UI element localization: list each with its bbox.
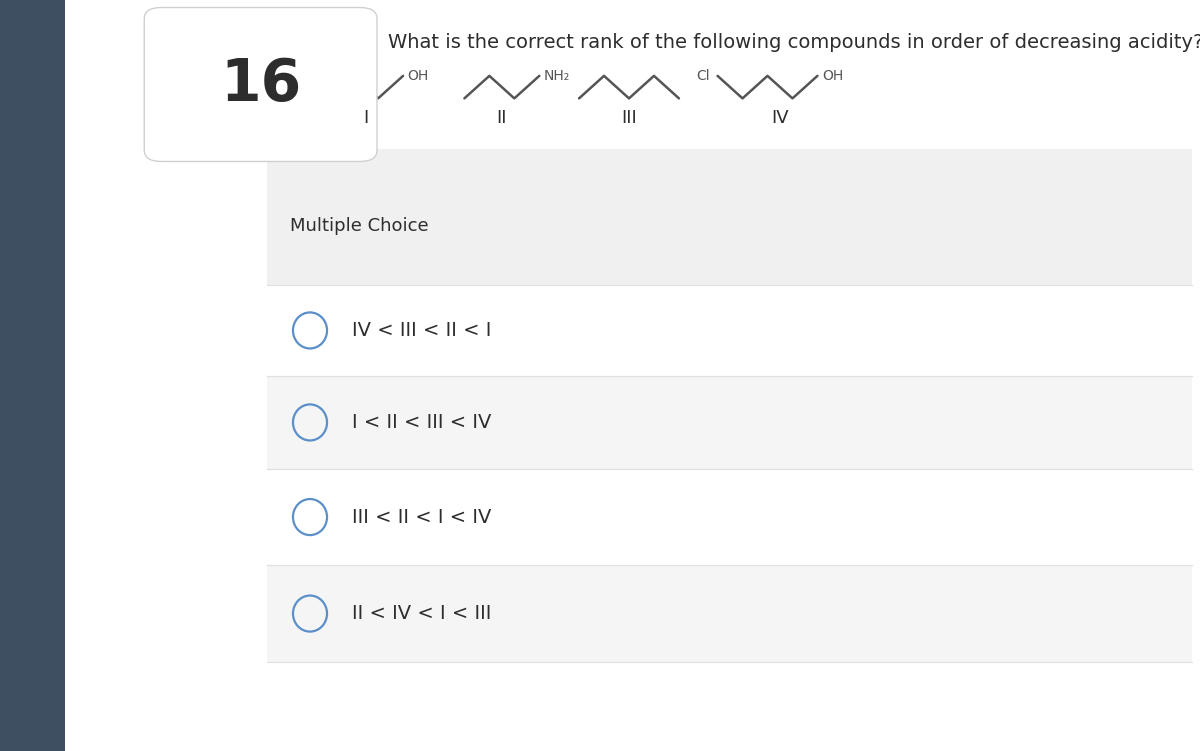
Text: III: III [622, 109, 637, 127]
FancyBboxPatch shape [144, 8, 377, 161]
Text: What is the correct rank of the following compounds in order of decreasing acidi: What is the correct rank of the followin… [389, 32, 1200, 52]
Text: 16: 16 [220, 56, 301, 113]
Bar [266, 254, 1192, 285]
Bar [266, 565, 1192, 576]
Text: NH₂: NH₂ [544, 69, 570, 83]
Bar [266, 469, 1192, 481]
Text: I < II < III < IV: I < II < III < IV [352, 413, 491, 432]
Text: I: I [364, 109, 368, 127]
Text: IV < III < II < I: IV < III < II < I [352, 321, 491, 340]
Bar [266, 285, 1192, 376]
Text: Multiple Choice: Multiple Choice [289, 217, 428, 234]
Text: Cl: Cl [696, 69, 710, 83]
Text: OH: OH [822, 69, 844, 83]
Text: IV: IV [772, 109, 788, 127]
Bar [266, 565, 1192, 662]
Bar [266, 376, 1192, 387]
Bar [266, 469, 1192, 565]
Text: III < II < I < IV: III < II < I < IV [352, 508, 491, 526]
Bar [266, 149, 1192, 258]
Text: II: II [497, 109, 508, 127]
Bar [266, 376, 1192, 469]
Text: OH: OH [408, 69, 428, 83]
Text: II < IV < I < III: II < IV < I < III [352, 604, 491, 623]
